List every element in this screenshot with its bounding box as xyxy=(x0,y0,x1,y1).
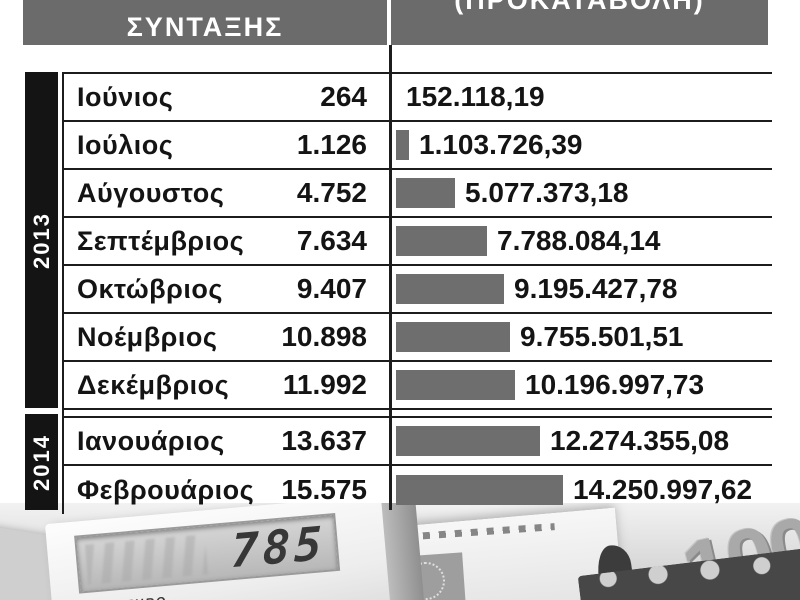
applications-count: 264 xyxy=(320,81,367,112)
month-count-cell: Ιούνιος 264 xyxy=(64,74,391,120)
month-label: Δεκέμβριος xyxy=(77,369,230,400)
applications-count: 15.575 xyxy=(281,474,367,505)
month-label: Αύγουστος xyxy=(77,177,225,208)
amount-cell: 10.196.997,73 xyxy=(391,362,772,408)
month-count-cell: Δεκέμβριος 11.992 xyxy=(64,362,391,408)
applications-count: 4.752 xyxy=(296,177,367,208)
table-row: Σεπτέμβριος 7.634 7.788.084,14 xyxy=(64,218,772,266)
amount-bar xyxy=(396,226,487,256)
amount-cell: 12.274.355,08 xyxy=(391,418,772,464)
month-label: Ιούλιος xyxy=(77,129,174,160)
amount-bar xyxy=(396,274,504,304)
applications-count: 11.992 xyxy=(282,369,367,400)
column-divider xyxy=(389,45,392,510)
amount-cell: 1.103.726,39 xyxy=(391,122,772,168)
table-row: Ιούνιος 264 152.118,19 xyxy=(64,74,772,122)
month-count-cell: Νοέμβριος 10.898 xyxy=(64,314,391,360)
year-2014-text: 2014 xyxy=(28,433,54,491)
amount-value: 10.196.997,73 xyxy=(525,369,705,400)
amount-value: 12.274.355,08 xyxy=(550,425,730,456)
month-count-cell: Αύγουστος 4.752 xyxy=(64,170,391,216)
column-header-prokatavoli: (ΠΡΟΚΑΤΑΒΟΛΗ) xyxy=(391,0,768,45)
applications-count: 13.637 xyxy=(281,425,367,456)
table-row: Νοέμβριος 10.898 9.755.501,51 xyxy=(64,314,772,362)
month-label: Φεβρουάριος xyxy=(77,474,255,505)
money-photo: 100 785 TAX & EURO xyxy=(0,503,800,600)
amount-cell: 14.250.997,62 xyxy=(391,466,772,514)
amount-cell: 5.077.373,18 xyxy=(391,170,772,216)
month-label: Οκτώβριος xyxy=(77,273,223,304)
table-row: Δεκέμβριος 11.992 10.196.997,73 xyxy=(64,362,772,410)
column-header-syntaxis-label: ΣΥΝΤΑΞΗΣ xyxy=(126,12,284,42)
amount-value: 152.118,19 xyxy=(406,81,545,112)
amount-bar xyxy=(396,426,540,456)
amount-value: 1.103.726,39 xyxy=(419,129,583,160)
month-label: Ιούνιος xyxy=(77,81,174,112)
amount-value: 9.195.427,78 xyxy=(514,273,678,304)
column-header-prokatavoli-label: (ΠΡΟΚΑΤΑΒΟΛΗ) xyxy=(454,0,705,15)
table-row: Οκτώβριος 9.407 9.195.427,78 xyxy=(64,266,772,314)
amount-cell: 9.755.501,51 xyxy=(391,314,772,360)
month-label: Ιανουάριος xyxy=(77,425,225,456)
amount-value: 9.755.501,51 xyxy=(520,321,684,352)
month-count-cell: Ιανουάριος 13.637 xyxy=(64,418,391,464)
applications-count: 9.407 xyxy=(296,273,367,304)
table-row: Φεβρουάριος 15.575 14.250.997,62 xyxy=(64,466,772,514)
amount-value: 14.250.997,62 xyxy=(573,474,753,505)
year-2013-text: 2013 xyxy=(28,211,54,269)
applications-count: 1.126 xyxy=(296,129,367,160)
year-label-2013: 2013 xyxy=(25,72,58,408)
month-count-cell: Ιούλιος 1.126 xyxy=(64,122,391,168)
applications-count: 7.634 xyxy=(296,225,367,256)
amount-value: 7.788.084,14 xyxy=(497,225,661,256)
amount-bar xyxy=(396,475,563,505)
month-count-cell: Οκτώβριος 9.407 xyxy=(64,266,391,312)
table-row: Αύγουστος 4.752 5.077.373,18 xyxy=(64,170,772,218)
year-group-separator xyxy=(64,410,772,418)
table-row: Ιανουάριος 13.637 12.274.355,08 xyxy=(64,418,772,466)
amount-cell: 9.195.427,78 xyxy=(391,266,772,312)
month-count-cell: Φεβρουάριος 15.575 xyxy=(64,466,391,514)
amount-bar xyxy=(396,130,409,160)
year-label-2014: 2014 xyxy=(25,414,58,510)
month-label: Νοέμβριος xyxy=(77,321,218,352)
column-header-syntaxis: ΣΥΝΤΑΞΗΣ xyxy=(23,0,387,45)
amount-bar xyxy=(396,178,455,208)
month-label: Σεπτέμβριος xyxy=(77,225,245,256)
amount-bar xyxy=(396,370,515,400)
amount-bar xyxy=(396,322,510,352)
amount-cell: 7.788.084,14 xyxy=(391,218,772,264)
applications-count: 10.898 xyxy=(281,321,367,352)
amount-cell: 152.118,19 xyxy=(391,74,772,120)
table-rows: Ιούνιος 264 152.118,19 Ιούλιος 1.126 1.103.72… xyxy=(62,72,772,514)
amount-value: 5.077.373,18 xyxy=(465,177,629,208)
month-count-cell: Σεπτέμβριος 7.634 xyxy=(64,218,391,264)
table-row: Ιούλιος 1.126 1.103.726,39 xyxy=(64,122,772,170)
